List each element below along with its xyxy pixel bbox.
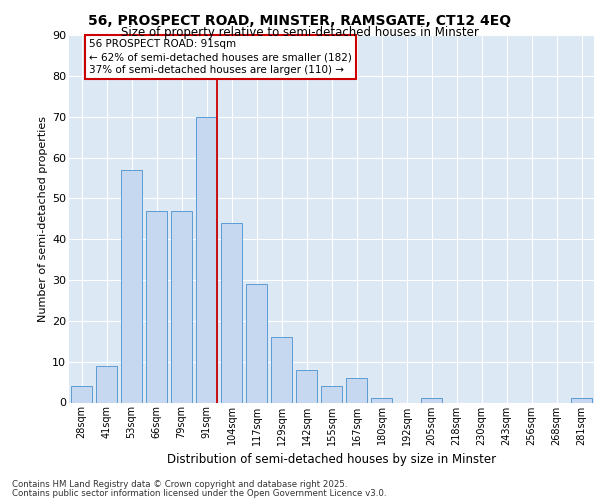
Bar <box>71 386 92 402</box>
Bar <box>221 223 242 402</box>
Bar <box>296 370 317 402</box>
Text: Size of property relative to semi-detached houses in Minster: Size of property relative to semi-detach… <box>121 26 479 39</box>
Bar <box>196 116 217 403</box>
Y-axis label: Number of semi-detached properties: Number of semi-detached properties <box>38 116 48 322</box>
Bar <box>271 337 292 402</box>
Bar <box>421 398 442 402</box>
Text: Contains HM Land Registry data © Crown copyright and database right 2025.: Contains HM Land Registry data © Crown c… <box>12 480 347 489</box>
Text: 56 PROSPECT ROAD: 91sqm
← 62% of semi-detached houses are smaller (182)
37% of s: 56 PROSPECT ROAD: 91sqm ← 62% of semi-de… <box>89 39 352 76</box>
Bar <box>171 210 192 402</box>
Text: Contains public sector information licensed under the Open Government Licence v3: Contains public sector information licen… <box>12 488 386 498</box>
X-axis label: Distribution of semi-detached houses by size in Minster: Distribution of semi-detached houses by … <box>167 453 496 466</box>
Bar <box>96 366 117 403</box>
Bar <box>121 170 142 402</box>
Text: 56, PROSPECT ROAD, MINSTER, RAMSGATE, CT12 4EQ: 56, PROSPECT ROAD, MINSTER, RAMSGATE, CT… <box>88 14 512 28</box>
Bar <box>246 284 267 403</box>
Bar <box>571 398 592 402</box>
Bar <box>371 398 392 402</box>
Bar <box>321 386 342 402</box>
Bar <box>346 378 367 402</box>
Bar <box>146 210 167 402</box>
